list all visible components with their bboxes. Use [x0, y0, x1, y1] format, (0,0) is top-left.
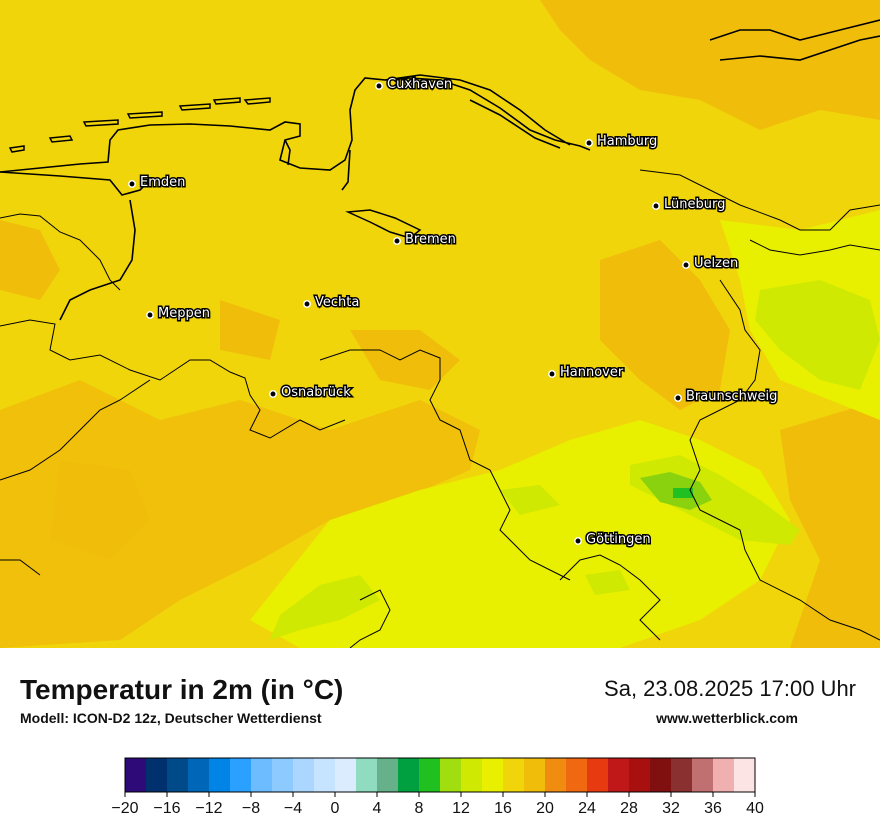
legend-swatch [545, 758, 567, 792]
legend-swatch [146, 758, 168, 792]
legend-swatch [314, 758, 336, 792]
legend-tick-label: −12 [195, 800, 222, 817]
green-spot [673, 488, 693, 498]
city-dot [548, 370, 556, 378]
legend-tick-label: −4 [284, 800, 302, 817]
legend-tick-label: −8 [242, 800, 260, 817]
city-label: Vechta [315, 295, 359, 310]
legend-swatch [587, 758, 609, 792]
city-dot [574, 537, 582, 545]
city-label: Braunschweig [686, 389, 777, 404]
legend-swatch [272, 758, 294, 792]
legend-swatch [167, 758, 189, 792]
map-title: Temperatur in 2m (in °C) [20, 674, 344, 705]
legend-swatch [566, 758, 588, 792]
city-label: Göttingen [586, 532, 651, 547]
city-label: Bremen [405, 232, 456, 247]
city-label: Osnabrück [281, 385, 351, 400]
cooler-zones [270, 280, 880, 640]
city-label: Hannover [560, 365, 624, 380]
legend-swatch [293, 758, 315, 792]
legend-tick-label: 12 [452, 800, 470, 817]
legend-swatch [398, 758, 420, 792]
model-info: Modell: ICON-D2 12z, Deutscher Wetterdie… [20, 710, 322, 726]
state-borders [0, 169, 880, 648]
legend-swatch [377, 758, 399, 792]
legend-swatch [356, 758, 378, 792]
legend-tick-label: 28 [620, 800, 638, 817]
city-label: Uelzen [694, 256, 738, 271]
legend-tick-label: 40 [746, 800, 764, 817]
legend-tick-label: 24 [578, 800, 596, 817]
coastlines [0, 19, 880, 321]
legend-swatch [692, 758, 714, 792]
legend-tick-label: 16 [494, 800, 512, 817]
city-dot [674, 394, 682, 402]
city-dot [269, 390, 277, 398]
legend-color-bar [124, 757, 756, 793]
city-dot [393, 237, 401, 245]
legend-swatch [440, 758, 462, 792]
website-link[interactable]: www.wetterblick.com [656, 710, 798, 726]
color-legend: −20 −16 −12 −8 −4 0 4 8 12 16 20 24 28 32 36 40 [0, 756, 880, 830]
city-label: Lüneburg [664, 197, 725, 212]
legend-swatch [713, 758, 735, 792]
city-label: Meppen [158, 306, 210, 321]
forecast-datetime: Sa, 23.08.2025 17:00 Uhr [604, 676, 856, 701]
city-dot [682, 261, 690, 269]
legend-swatch [188, 758, 210, 792]
legend-tick-label: 0 [331, 800, 340, 817]
city-dot [303, 300, 311, 308]
islands [8, 97, 422, 239]
legend-swatch [608, 758, 630, 792]
warm-zones [0, 0, 880, 648]
legend-swatch [230, 758, 252, 792]
temperature-map: Cuxhaven Hamburg Emden Lüneburg Bremen Uelzen… [0, 0, 880, 648]
legend-tick-label: −20 [111, 800, 138, 817]
legend-swatch [524, 758, 546, 792]
city-dot [375, 82, 383, 90]
legend-tick-label: 4 [373, 800, 382, 817]
city-label: Hamburg [597, 134, 657, 149]
legend-tick-label: 20 [536, 800, 554, 817]
city-markers: Cuxhaven Hamburg Emden Lüneburg Bremen Uelzen… [128, 76, 779, 549]
legend-swatch [503, 758, 525, 792]
city-dot [652, 202, 660, 210]
legend-swatch [335, 758, 357, 792]
legend-swatch [671, 758, 693, 792]
legend-swatch [734, 758, 756, 792]
city-dot [128, 180, 136, 188]
legend-tick-label: 32 [662, 800, 680, 817]
legend-swatch [650, 758, 672, 792]
legend-swatch [251, 758, 273, 792]
city-dot [585, 139, 593, 147]
legend-tick-label: 36 [704, 800, 722, 817]
legend-swatch [125, 758, 147, 792]
legend-swatch [209, 758, 231, 792]
legend-swatch [629, 758, 651, 792]
city-label: Cuxhaven [387, 77, 452, 92]
legend-frame [124, 757, 756, 793]
legend-swatch [482, 758, 504, 792]
footer: Temperatur in 2m (in °C) Modell: ICON-D2… [0, 648, 880, 830]
legend-swatch [461, 758, 483, 792]
legend-tick-label: −16 [153, 800, 180, 817]
legend-ticks: −20 −16 −12 −8 −4 0 4 8 12 16 20 24 28 32 36 40 [111, 792, 764, 817]
legend-swatch [419, 758, 441, 792]
legend-tick-label: 8 [415, 800, 424, 817]
city-dot [146, 311, 154, 319]
city-label: Emden [140, 175, 185, 190]
